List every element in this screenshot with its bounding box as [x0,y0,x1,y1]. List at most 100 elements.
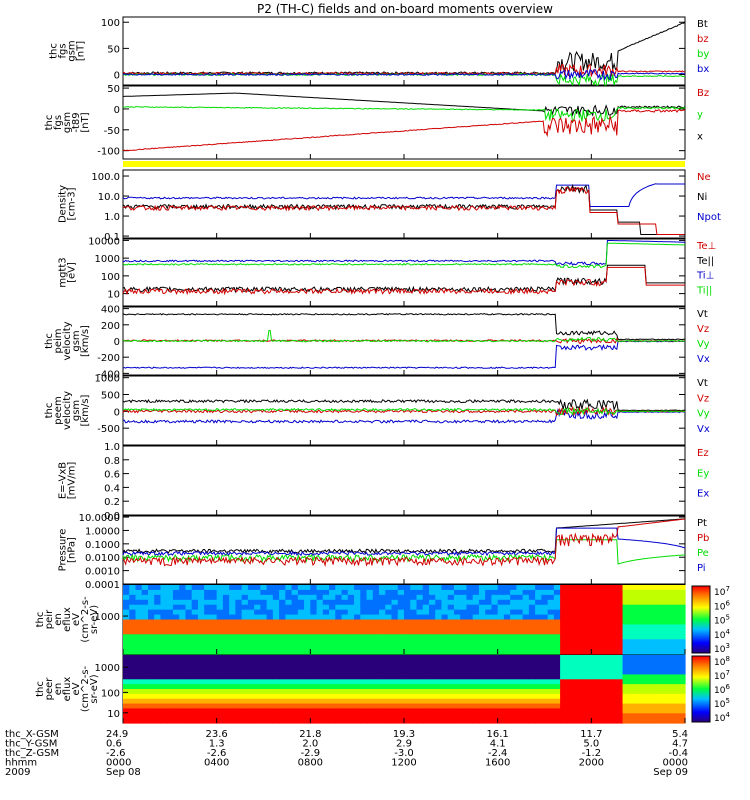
spectro-cell [279,708,286,714]
spectro-cell [316,708,324,714]
spectro-cell [447,674,455,680]
spectro-cell [435,689,443,695]
spectro-cell [485,649,493,655]
spectro-cell [397,599,405,606]
spectro-cell [553,674,561,680]
spectro-cell [428,634,436,640]
spectro-cell [335,703,343,710]
spectro-cell [553,718,561,724]
spectro-cell [123,684,130,690]
spectro-cell [254,674,261,680]
spectro-cell [391,624,399,630]
spectro-cell [522,585,530,591]
spectro-cell [129,585,137,591]
ytick-label: 100.0 [91,172,120,183]
ylabel-line: velocity [62,391,73,430]
spectro-cell [497,585,505,591]
spectro-cell [647,639,655,645]
spectro-cell [260,659,268,666]
spectro-cell [441,718,449,724]
spectro-cell [616,634,624,640]
spectro-cell [335,718,343,724]
ylabel-line: gsm [71,330,82,351]
spectro-cell [235,594,243,601]
spectro-cell [578,698,586,705]
spectro-cell [379,604,386,611]
spectro-cell [310,619,318,626]
spectro-cell [247,674,255,680]
spectro-cell [291,674,299,680]
spectro-cell [635,649,642,655]
spectro-cell [372,639,380,645]
spectro-cell [591,589,599,596]
spectro-cell [222,684,230,690]
spectro-cell [297,649,305,655]
spectro-cell [566,713,574,719]
spectro-cell [666,619,674,626]
spectro-cell [360,609,368,616]
spectro-cell [297,644,305,650]
spectro-cell [660,703,667,710]
spectro-cell [603,713,611,719]
spectro-cell [260,629,268,635]
spectro-cell [485,644,493,650]
ytick-label: 200 [101,321,120,332]
spectro-cell [154,708,162,714]
spectro-cell [304,634,311,640]
spectro-cell [466,664,474,671]
spectro-cell [129,624,137,630]
spectro-cell [254,655,261,661]
spectro-cell [366,698,374,705]
spectro-cell [160,589,168,596]
spectro-cell [647,594,655,601]
ytick-label: 100 [101,18,120,29]
spectro-cell [229,655,236,661]
spectro-cell [135,594,143,601]
spectro-cell [666,599,674,606]
spectro-cell [360,718,368,724]
spectro-cell [216,585,224,591]
spectro-cell [547,594,555,601]
spectro-cell [216,655,224,661]
spectro-cell [528,655,536,661]
spectro-cell [366,664,374,671]
spectro-cell [347,639,355,645]
spectro-cell [160,698,168,705]
legend-temp-3: Ti|| [696,285,712,296]
spectro-cell [560,614,567,621]
spectro-cell [391,604,399,611]
spectro-cell [372,619,380,626]
spectro-cell [272,599,280,606]
spectro-cell [428,644,436,650]
spectro-cell [610,585,617,591]
spectro-cell [310,659,318,666]
spectro-cell [535,684,542,690]
spectro-cell [197,644,205,650]
spectro-cell [622,684,630,690]
spectro-cell [516,674,524,680]
spectro-cell [516,589,524,596]
spectro-cell [591,718,599,724]
ylabel-line: sr-eV) [89,674,100,703]
spectro-cell [441,629,449,635]
spectro-cell [485,585,493,591]
spectro-cell [428,655,436,661]
spectro-cell [141,713,149,719]
spectro-cell [272,594,280,601]
spectro-cell [566,689,574,695]
spectro-cell [135,703,143,710]
spectro-cell [385,604,393,611]
spectro-cell [329,659,336,666]
spectro-cell [354,634,361,640]
spectro-cell [260,689,268,695]
spectro-cell [597,639,605,645]
pos-row-value: Sep 09 [653,767,688,778]
spectro-cell [347,713,355,719]
spectro-cell [222,659,230,666]
spectro-cell [310,674,318,680]
spectro-cell [316,594,324,601]
spectro-cell [653,639,661,645]
spectro-cell [666,634,674,640]
